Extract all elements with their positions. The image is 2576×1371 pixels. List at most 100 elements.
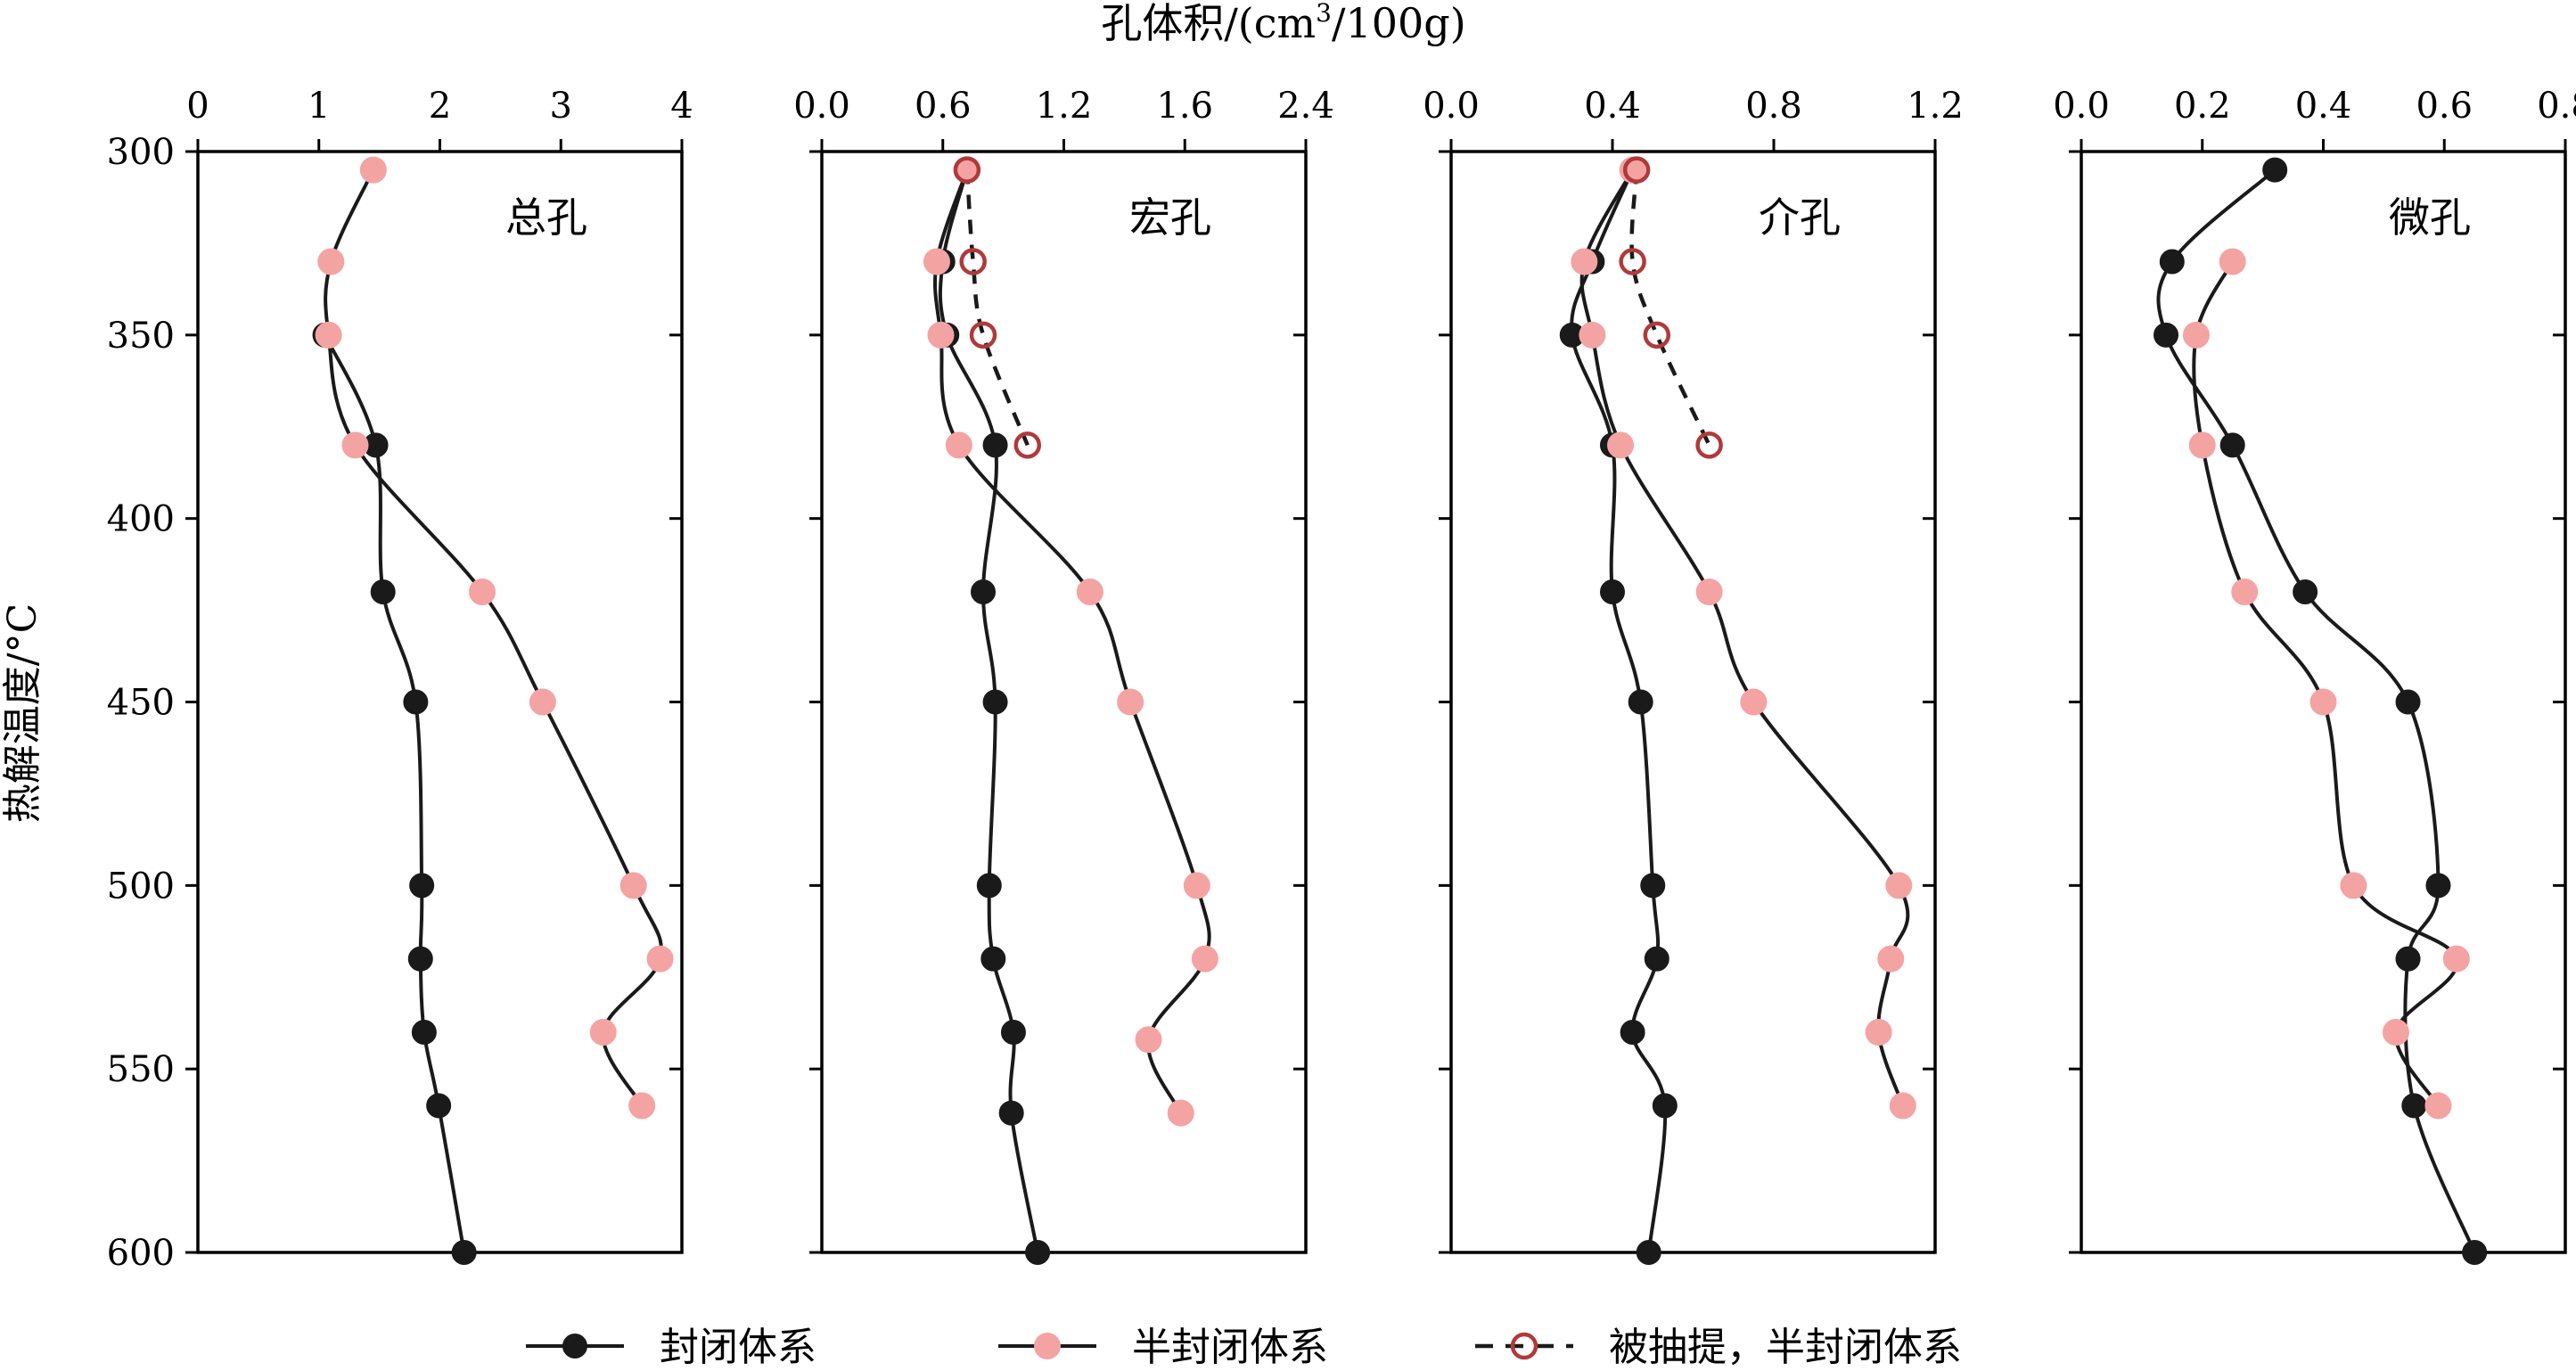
series-line-extracted [964,169,1030,447]
point-semi [1695,579,1723,605]
point-semi [469,579,496,605]
point-closed [407,946,433,972]
point-semi [1889,1092,1916,1120]
point-closed [1628,689,1653,715]
panel-title: 介孔 [1759,193,1841,242]
point-semi [2382,1019,2409,1046]
point-closed [2154,322,2179,348]
point-semi [1865,1019,1892,1046]
point-closed [1640,873,1666,899]
x-tick-label: 3 [550,86,572,127]
point-semi [2442,945,2470,973]
y-tick-label: 450 [107,683,175,724]
series-line-semi [1579,168,1910,1106]
point-semi [1135,1026,1162,1054]
point-closed [2425,873,2451,899]
point-closed [426,1093,452,1119]
point-semi [2340,872,2367,899]
legend-label-semi: 半封闭体系 [1132,1325,1328,1370]
point-closed [982,432,1008,458]
panel-4: 0.0 0.2 0.4 0.6 0.8 微孔 [2053,86,2576,1265]
y-tick-label: 350 [107,316,175,357]
x-tick-label: 0.6 [2416,86,2473,127]
plot-frame [1449,150,1937,1254]
series-line-semi [2192,260,2459,1107]
point-closed [370,579,396,604]
point-closed [1620,1020,1645,1045]
x-tick-label: 1.6 [1156,86,1213,127]
series-line-closed [323,333,466,1253]
x-tick-label: 4 [670,86,693,127]
x-tick-label: 2 [429,86,451,127]
point-semi [1191,945,1218,973]
point-closed [2262,157,2288,183]
x-tick-label: 0 [186,86,209,127]
top-title-sup: 3 [1316,0,1332,28]
point-extracted [1013,431,1042,459]
legend-label-closed: 封闭体系 [660,1325,816,1370]
point-closed [982,689,1008,715]
x-tick-label: 0.0 [1423,86,1480,127]
point-closed [2395,689,2421,715]
point-extracted [1695,431,1723,459]
point-semi [1877,945,1905,973]
point-semi [1167,1099,1194,1127]
point-closed [411,1020,437,1045]
point-closed [2293,579,2318,604]
series-line-extracted [1629,169,1711,447]
legend-marker-semi [1034,1333,1061,1359]
point-semi [646,945,674,973]
point-semi [628,1092,656,1120]
point-closed [976,873,1002,899]
point-semi [315,321,342,349]
chart-top-title: 孔体积/(cm3/100g) [1101,0,1465,47]
y-tick-label: 400 [107,499,175,540]
point-semi [341,431,369,459]
point-semi [359,156,387,184]
y-tick-label: 300 [107,132,175,173]
point-extracted [953,156,981,184]
point-closed [971,579,996,604]
x-tick-label: 1.2 [1036,86,1093,127]
plot-frame [820,150,1308,1254]
panel-1: 0 1 2 3 4 300 350 400 450 500 550 600 总孔 [107,86,693,1274]
plot-frame [2080,150,2567,1254]
top-title-suffix: /100g) [1332,0,1466,47]
point-semi [2182,321,2210,349]
point-closed [1025,1240,1051,1265]
point-closed [1652,1093,1678,1119]
panel-title: 宏孔 [1129,193,1211,242]
point-semi [927,321,955,349]
y-tick-label: 550 [107,1049,175,1090]
point-semi [529,688,556,716]
y-tick-label: 600 [107,1233,175,1274]
plot-frame [196,150,684,1254]
x-tick-label: 0.0 [2053,86,2110,127]
point-closed [1644,946,1669,972]
x-tick-label: 2.4 [1277,86,1334,127]
point-closed [1600,579,1625,604]
x-tick-label: 0.4 [2295,86,2352,127]
point-closed [451,1240,477,1265]
point-closed [1000,1020,1026,1045]
series-line-semi [324,168,663,1107]
x-tick-label: 0.6 [915,86,972,127]
point-semi [1076,579,1103,605]
series-line-semi [932,168,1211,1114]
point-semi [2188,431,2216,459]
point-closed [2395,946,2421,972]
panel-3: 0.0 0.4 0.8 1.2 介孔 [1423,86,1964,1265]
point-semi [1117,688,1144,716]
point-extracted [1622,156,1651,184]
point-closed [409,873,435,899]
panel-title: 微孔 [2389,193,2471,242]
x-tick-label: 0.0 [793,86,850,127]
point-closed [2219,432,2245,458]
point-extracted [1619,248,1646,275]
point-semi [2424,1092,2452,1120]
panel-2: 0.0 0.6 1.2 1.6 2.4 宏孔 [793,86,1334,1265]
y-axis-label: 热解温度/°C [0,603,45,824]
point-closed [2159,249,2185,275]
panel-title: 总孔 [505,193,587,242]
